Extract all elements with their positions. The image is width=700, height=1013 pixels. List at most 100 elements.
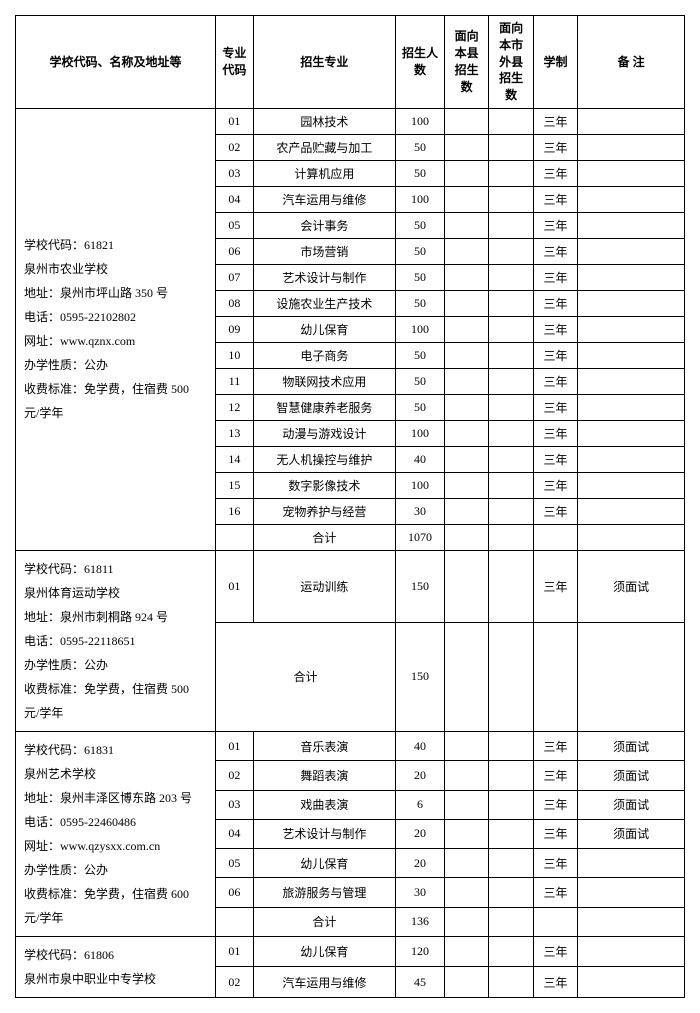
major-code: 03 bbox=[216, 790, 254, 819]
school-info-line: 地址：泉州市坪山路 350 号 bbox=[24, 281, 207, 305]
header-remark: 备 注 bbox=[578, 16, 685, 109]
header-duration: 学制 bbox=[533, 16, 577, 109]
local-county-num bbox=[444, 936, 488, 967]
total-code-blank bbox=[216, 524, 254, 550]
school-info-line: 网址：www.qzysxx.com.cn bbox=[24, 834, 207, 858]
major-name: 音乐表演 bbox=[253, 731, 395, 760]
major-code: 10 bbox=[216, 342, 254, 368]
school-info-cell: 学校代码：61811泉州体育运动学校地址：泉州市刺桐路 924 号电话：0595… bbox=[16, 550, 216, 731]
school-info-line: 收费标准：免学费，住宿费 500 元/学年 bbox=[24, 677, 207, 725]
major-name: 市场营销 bbox=[253, 238, 395, 264]
duration: 三年 bbox=[533, 290, 577, 316]
enroll-num: 30 bbox=[396, 878, 445, 907]
major-name: 设施农业生产技术 bbox=[253, 290, 395, 316]
total-blank bbox=[444, 907, 488, 936]
school-info-line: 泉州艺术学校 bbox=[24, 762, 207, 786]
total-label: 合计 bbox=[216, 622, 396, 731]
duration: 三年 bbox=[533, 936, 577, 967]
other-county-num bbox=[489, 290, 533, 316]
remark: 须面试 bbox=[578, 550, 685, 622]
enroll-num: 100 bbox=[396, 472, 445, 498]
remark bbox=[578, 316, 685, 342]
remark bbox=[578, 446, 685, 472]
remark bbox=[578, 238, 685, 264]
major-code: 02 bbox=[216, 761, 254, 790]
local-county-num bbox=[444, 849, 488, 878]
remark bbox=[578, 160, 685, 186]
remark bbox=[578, 849, 685, 878]
local-county-num bbox=[444, 731, 488, 760]
enroll-num: 100 bbox=[396, 420, 445, 446]
other-county-num bbox=[489, 264, 533, 290]
remark: 须面试 bbox=[578, 731, 685, 760]
enroll-num: 100 bbox=[396, 108, 445, 134]
major-name: 计算机应用 bbox=[253, 160, 395, 186]
duration: 三年 bbox=[533, 316, 577, 342]
other-county-num bbox=[489, 238, 533, 264]
enroll-num: 40 bbox=[396, 446, 445, 472]
major-name: 智慧健康养老服务 bbox=[253, 394, 395, 420]
major-code: 06 bbox=[216, 878, 254, 907]
other-county-num bbox=[489, 472, 533, 498]
enroll-num: 50 bbox=[396, 394, 445, 420]
other-county-num bbox=[489, 368, 533, 394]
remark bbox=[578, 472, 685, 498]
remark: 须面试 bbox=[578, 761, 685, 790]
enroll-num: 50 bbox=[396, 238, 445, 264]
remark bbox=[578, 264, 685, 290]
school-info-line: 泉州市泉中职业中专学校 bbox=[24, 967, 207, 991]
local-county-num bbox=[444, 160, 488, 186]
school-info-line: 学校代码：61806 bbox=[24, 943, 207, 967]
total-blank bbox=[444, 622, 488, 731]
duration: 三年 bbox=[533, 238, 577, 264]
header-local-county: 面向本县招生数 bbox=[444, 16, 488, 109]
enroll-num: 6 bbox=[396, 790, 445, 819]
major-name: 无人机操控与维护 bbox=[253, 446, 395, 472]
header-other-county: 面向本市外县招生数 bbox=[489, 16, 533, 109]
major-name: 幼儿保育 bbox=[253, 316, 395, 342]
header-enroll-num: 招生人数 bbox=[396, 16, 445, 109]
remark bbox=[578, 108, 685, 134]
total-blank bbox=[444, 524, 488, 550]
major-code: 01 bbox=[216, 731, 254, 760]
remark bbox=[578, 967, 685, 998]
major-code: 05 bbox=[216, 849, 254, 878]
major-code: 02 bbox=[216, 967, 254, 998]
remark bbox=[578, 498, 685, 524]
school-info-line: 学校代码：61831 bbox=[24, 738, 207, 762]
school-info-line: 办学性质：公办 bbox=[24, 353, 207, 377]
major-name: 电子商务 bbox=[253, 342, 395, 368]
duration: 三年 bbox=[533, 342, 577, 368]
major-code: 16 bbox=[216, 498, 254, 524]
duration: 三年 bbox=[533, 472, 577, 498]
other-county-num bbox=[489, 108, 533, 134]
major-code: 06 bbox=[216, 238, 254, 264]
major-code: 09 bbox=[216, 316, 254, 342]
local-county-num bbox=[444, 498, 488, 524]
enroll-num: 50 bbox=[396, 342, 445, 368]
local-county-num bbox=[444, 394, 488, 420]
local-county-num bbox=[444, 446, 488, 472]
table-header: 学校代码、名称及地址等 专业代码 招生专业 招生人数 面向本县招生数 面向本市外… bbox=[16, 16, 685, 109]
local-county-num bbox=[444, 186, 488, 212]
duration: 三年 bbox=[533, 186, 577, 212]
enroll-num: 20 bbox=[396, 849, 445, 878]
total-num: 1070 bbox=[396, 524, 445, 550]
school-info-line: 电话：0595-22460486 bbox=[24, 810, 207, 834]
total-code-blank bbox=[216, 907, 254, 936]
school-info-line: 办学性质：公办 bbox=[24, 653, 207, 677]
duration: 三年 bbox=[533, 212, 577, 238]
school-info-line: 收费标准：免学费，住宿费 600 元/学年 bbox=[24, 882, 207, 930]
total-num: 136 bbox=[396, 907, 445, 936]
other-county-num bbox=[489, 761, 533, 790]
header-major-code: 专业代码 bbox=[216, 16, 254, 109]
remark bbox=[578, 420, 685, 446]
other-county-num bbox=[489, 420, 533, 446]
major-code: 11 bbox=[216, 368, 254, 394]
major-code: 07 bbox=[216, 264, 254, 290]
other-county-num bbox=[489, 819, 533, 848]
header-school: 学校代码、名称及地址等 bbox=[16, 16, 216, 109]
major-name: 舞蹈表演 bbox=[253, 761, 395, 790]
duration: 三年 bbox=[533, 498, 577, 524]
major-code: 13 bbox=[216, 420, 254, 446]
